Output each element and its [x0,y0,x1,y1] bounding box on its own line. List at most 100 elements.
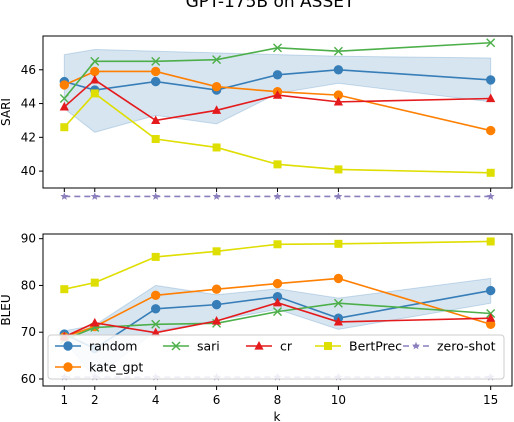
sari-point [333,46,343,56]
bertprec-point [212,143,221,152]
legend-entry-random: random [55,339,137,354]
bertprec-point [486,237,495,246]
bertprec-point [60,123,69,132]
x-tick-label: 1 [60,393,68,407]
y-tick-label: 80 [21,278,36,292]
bertprec-point [90,89,99,98]
bertprec-point [273,240,282,249]
zero-shot-point [151,192,160,200]
legend-swatch-marker [412,341,420,350]
bertprec-point [212,247,221,256]
cr-point [333,96,344,106]
legend-swatch-marker [171,341,181,351]
legend-swatch-marker [324,342,332,350]
kate-gpt-point [59,80,70,90]
legend-label: random [89,339,137,354]
cr-point [151,115,161,125]
bertprec-point [273,160,282,169]
y-axis-label: SARI [0,98,13,126]
cr-point [486,313,496,322]
legend-entry-zero-shot: zero-shot [403,339,496,354]
sari-point [151,319,161,329]
kate-gpt-point [485,125,496,136]
bertprec-point [334,165,343,174]
zero-shot-point [486,192,495,200]
y-tick-label: 60 [21,372,36,386]
cr-point [151,327,161,337]
random-point [272,70,283,80]
sari-panel: 40 42 44 46 SARI [0,35,513,200]
x-tick-label: 10 [331,393,346,407]
bertprec-point [151,252,160,261]
zero-shot-point [60,192,69,200]
kate-gpt-point [150,66,161,77]
zero-shot-point [334,192,343,200]
bertprec-point [151,135,160,144]
legend-label: BertPrec [349,339,402,354]
kate-gpt-point [211,284,222,294]
zero-shot-point [90,192,99,200]
x-tick-label: 15 [483,393,498,407]
kate-gpt-series [59,66,496,136]
legend-label: cr [280,339,293,354]
sari-point [90,56,100,66]
y-tick-label: 46 [21,63,36,77]
cr-point [59,101,69,111]
legend-swatch-marker [254,341,264,350]
legend-label: sari [197,339,220,354]
chart-title: GPT-175B on ASSET [186,0,355,12]
random-point [211,299,222,310]
sari-point [333,298,343,308]
kate-gpt-point [90,66,100,77]
sari-point [486,38,496,48]
x-tick-label: 6 [213,393,221,407]
sari-point [273,307,282,317]
zero-shot-point [273,192,282,200]
x-tick-label: 4 [152,393,160,407]
y-tick-label: 40 [21,164,36,178]
sari-point [273,43,282,53]
kate-gpt-point [150,290,161,300]
sari-point [59,93,69,103]
legend-entry-sari: sari [163,339,220,354]
kate-gpt-point [211,81,222,92]
zero-shot-point [212,192,221,200]
y-axis-label: BLEU [0,294,13,325]
legend-box [47,334,505,380]
sari-point [151,56,161,66]
bertprec-series [60,89,495,177]
x-axis-label: k [274,410,281,422]
cr-point [486,93,496,103]
x-tick-label: 2 [91,393,99,407]
cr-point [272,90,283,99]
cr-point [90,74,100,84]
legend-label: zero-shot [437,339,496,354]
cr-point [272,297,283,307]
random-point [150,76,161,87]
x-tick-label: 8 [274,393,282,407]
legend-entry-cr: cr [246,339,293,354]
kate-gpt-point [272,278,283,289]
y-tick-label: 70 [21,325,36,339]
bertprec-series [60,237,495,294]
cr-point [211,315,222,325]
zero-shot-series [60,192,495,200]
bertprec-point [486,168,495,177]
random-point [150,304,161,314]
cr-point [333,316,344,326]
legend-swatch-marker [63,362,73,372]
bertprec-point [334,239,343,248]
cr-point [211,105,222,114]
legend-label: kate_gpt [89,360,143,375]
sari-series [59,38,496,103]
kate-gpt-point [333,273,344,284]
y-tick-label: 90 [21,232,36,246]
cr-point [90,317,100,327]
legend-swatch-marker [63,341,73,351]
y-tick-label: 44 [21,97,36,111]
legend-entry-bertprec: BertPrec [315,339,402,354]
legend: random sari cr BertPrec zero-shot kate_gpt [47,334,505,380]
random-point [333,65,344,75]
sari-point [212,55,222,65]
